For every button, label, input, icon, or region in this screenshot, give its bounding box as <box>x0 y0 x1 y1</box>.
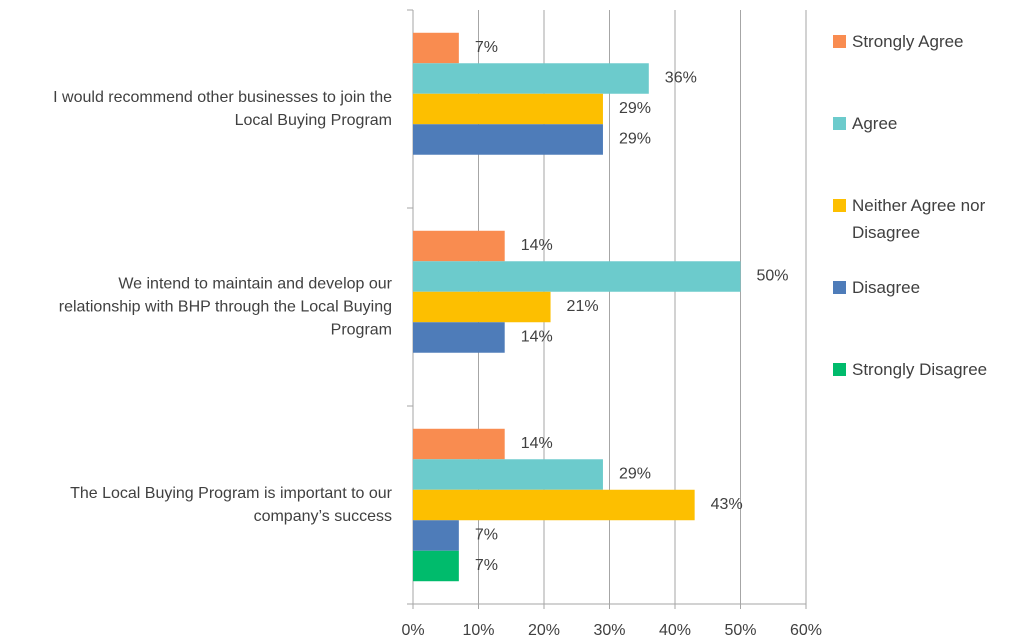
bar <box>413 322 505 353</box>
bar <box>413 124 603 155</box>
bar <box>413 459 603 490</box>
bar <box>413 93 603 125</box>
legend-swatch <box>833 35 846 48</box>
legend-swatch <box>833 199 846 212</box>
bar <box>413 291 551 323</box>
x-tick-label: 30% <box>593 622 625 639</box>
x-tick-label: 0% <box>401 622 424 639</box>
value-label: 50% <box>757 268 789 285</box>
category-label: The Local Buying Program is important to… <box>70 485 392 525</box>
bar <box>413 63 649 94</box>
legend-label: Strongly Agree <box>852 32 964 51</box>
value-label: 14% <box>521 435 553 452</box>
legend-swatch <box>833 117 846 130</box>
bar <box>413 520 459 551</box>
value-label: 29% <box>619 131 651 148</box>
legend-label: Agree <box>852 114 898 133</box>
legend-label: Strongly Disagree <box>852 360 988 379</box>
x-tick-label: 50% <box>724 622 756 639</box>
bar <box>413 550 459 582</box>
value-label: 7% <box>475 527 498 544</box>
legend-label: Neither Agree nor Disagree <box>852 196 986 242</box>
category-label: I would recommend other businesses to jo… <box>53 89 392 129</box>
value-label: 14% <box>521 237 553 254</box>
value-label: 21% <box>567 298 599 315</box>
value-label: 7% <box>475 557 498 574</box>
legend-item: Agree <box>833 110 1018 137</box>
value-label: 29% <box>619 466 651 483</box>
x-tick-label: 60% <box>790 622 822 639</box>
x-tick-label: 20% <box>528 622 560 639</box>
value-label: 43% <box>711 496 743 513</box>
bar <box>413 489 695 521</box>
legend-item: Strongly Agree <box>833 28 1018 55</box>
value-label: 7% <box>475 39 498 56</box>
legend-swatch <box>833 281 846 294</box>
value-label: 14% <box>521 329 553 346</box>
legend-swatch <box>833 363 846 376</box>
value-label: 36% <box>665 70 697 87</box>
legend-item: Neither Agree nor Disagree <box>833 192 1018 246</box>
value-label: 29% <box>619 100 651 117</box>
legend-label: Disagree <box>852 278 921 297</box>
bar <box>413 428 505 460</box>
bar <box>413 261 741 292</box>
legend-item: Disagree <box>833 274 1018 301</box>
category-label: We intend to maintain and develop our re… <box>58 275 392 339</box>
legend-item: Strongly Disagree <box>833 356 1018 383</box>
x-tick-label: 40% <box>659 622 691 639</box>
x-tick-label: 10% <box>462 622 494 639</box>
bar <box>413 32 459 64</box>
bar <box>413 230 505 262</box>
